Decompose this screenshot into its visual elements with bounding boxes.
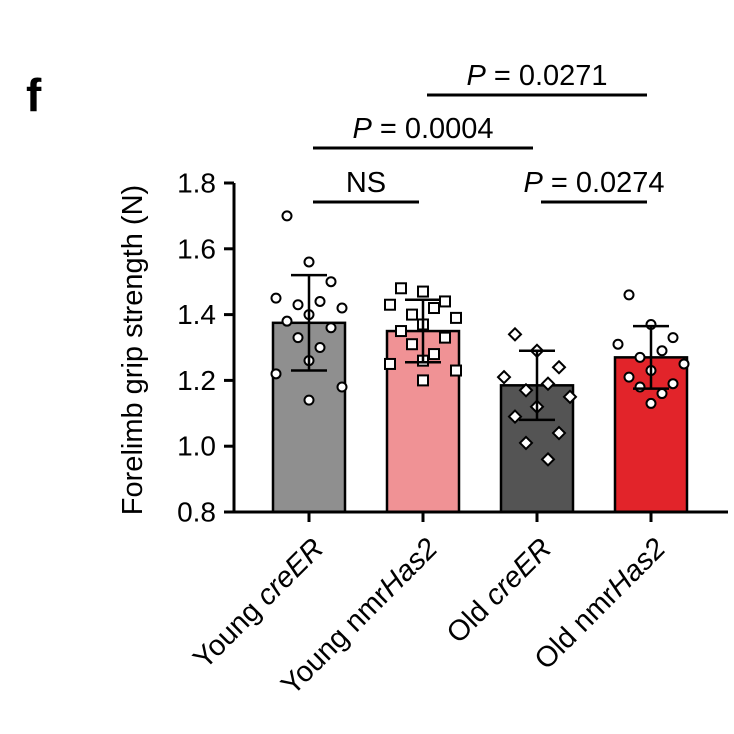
panel-label: f: [26, 69, 42, 121]
data-point: [623, 371, 635, 383]
data-point: [417, 374, 429, 387]
data-point: [518, 382, 534, 398]
data-point: [336, 302, 348, 314]
data-point: [384, 357, 396, 370]
significance-label: NS: [346, 167, 386, 199]
data-point: [406, 308, 418, 321]
data-point: [496, 369, 512, 385]
data-point: [292, 299, 304, 311]
data-point: [540, 376, 556, 392]
data-point: [314, 342, 326, 353]
data-point: [507, 326, 523, 342]
data-point: [395, 325, 407, 338]
y-axis-ticks: 0.8 1.0 1.2 1.4 1.6 1.8: [177, 168, 234, 528]
data-point: [336, 381, 348, 393]
data-point: [303, 394, 315, 406]
data-point: [518, 435, 534, 451]
error-bars: [291, 273, 669, 422]
data-point: [417, 285, 429, 298]
data-point: [428, 302, 440, 315]
data-point: [281, 315, 293, 327]
data-point: [540, 451, 556, 467]
data-point: [551, 425, 567, 441]
data-point: [270, 368, 282, 380]
data-point: [325, 276, 337, 288]
significance-label: P = 0.0271: [466, 60, 607, 92]
data-point: [562, 389, 578, 405]
data-point: [634, 381, 646, 393]
data-point: [292, 332, 304, 344]
data-point: [303, 256, 315, 268]
data-point: [395, 282, 407, 295]
y-tick-label: 1.8: [177, 168, 216, 199]
data-point: [634, 351, 646, 363]
data-point: [678, 358, 690, 370]
data-point: [325, 322, 337, 334]
data-point: [281, 210, 293, 222]
data-point: [439, 295, 451, 308]
data-point: [439, 331, 451, 344]
y-axis-label: Forelimb grip strength (N): [117, 185, 149, 515]
data-point: [450, 311, 462, 324]
significance-label: P = 0.0274: [523, 167, 664, 199]
bars: [271, 321, 689, 514]
axes: [232, 183, 728, 522]
data-point: [667, 378, 679, 390]
data-point: [551, 359, 567, 375]
data-point: [645, 397, 657, 409]
y-tick-label: 0.8: [177, 497, 216, 528]
y-tick-label: 1.6: [177, 233, 216, 264]
y-tick-label: 1.0: [177, 431, 216, 462]
data-point: [507, 409, 523, 425]
data-point: [450, 364, 462, 377]
data-points: [270, 210, 690, 467]
data-point: [384, 298, 396, 311]
data-point: [656, 345, 668, 357]
data-point: [428, 348, 440, 361]
data-point: [667, 332, 679, 344]
data-point: [314, 295, 326, 307]
data-point: [406, 338, 418, 351]
y-tick-label: 1.4: [177, 299, 216, 330]
data-point: [623, 289, 635, 301]
data-point: [612, 338, 624, 350]
significance-label: P = 0.0004: [352, 113, 493, 145]
data-point: [270, 292, 282, 304]
y-tick-label: 1.2: [177, 365, 216, 396]
significance-brackets: NS P = 0.0274 P = 0.0004 P = 0.0271: [313, 60, 665, 204]
x-tick-label: Old creER: [441, 532, 558, 649]
data-point: [656, 388, 668, 400]
